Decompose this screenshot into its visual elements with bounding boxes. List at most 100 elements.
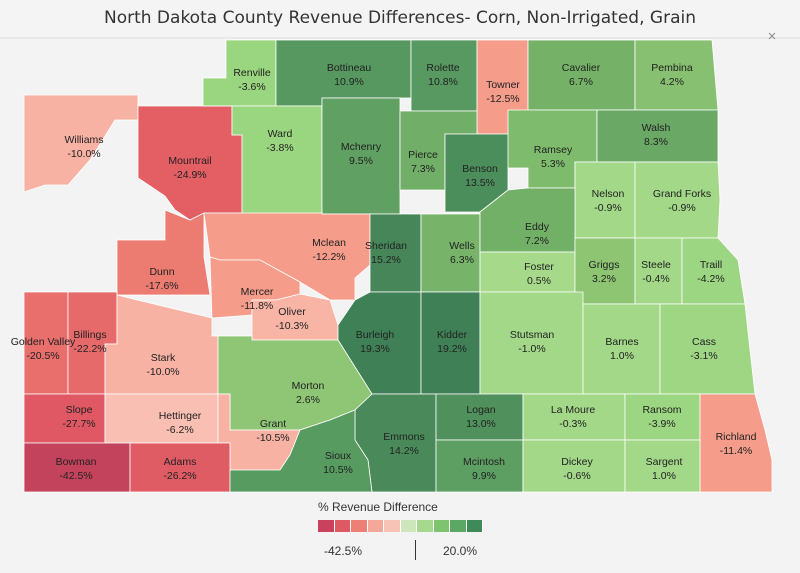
county-name-slope: Slope xyxy=(66,404,93,416)
county-value-burleigh: 19.3% xyxy=(360,343,390,355)
legend-swatch xyxy=(351,520,368,532)
legend-swatch xyxy=(450,520,467,532)
county-value-steele: -0.4% xyxy=(642,273,669,285)
county-name-stark: Stark xyxy=(151,352,176,364)
county-value-foster: 0.5% xyxy=(527,275,551,287)
legend-zero-tick xyxy=(415,540,416,560)
county-value-sargent: 1.0% xyxy=(652,470,676,482)
county-name-morton: Morton xyxy=(292,380,325,392)
county-value-morton: 2.6% xyxy=(296,394,320,406)
county-traill[interactable] xyxy=(681,237,746,305)
county-name-walsh: Walsh xyxy=(642,122,671,134)
county-value-hettinger: -6.2% xyxy=(166,424,193,436)
county-value-emmons: 14.2% xyxy=(389,445,419,457)
county-name-griggs: Griggs xyxy=(589,259,620,271)
legend-swatch xyxy=(417,520,434,532)
county-name-mchenry: Mchenry xyxy=(341,141,382,153)
county-value-nelson: -0.9% xyxy=(594,202,621,214)
legend-swatch xyxy=(367,520,384,532)
county-value-mcintosh: 9.9% xyxy=(472,470,496,482)
county-value-eddy: 7.2% xyxy=(525,235,549,247)
county-name-logan: Logan xyxy=(466,404,495,416)
county-name-ransom: Ransom xyxy=(642,404,681,416)
county-barnes[interactable] xyxy=(582,303,661,395)
county-name-grant: Grant xyxy=(260,418,286,430)
county-value-richland: -11.4% xyxy=(720,445,753,457)
county-pembina[interactable] xyxy=(634,39,719,111)
county-name-kidder: Kidder xyxy=(437,329,468,341)
collapse-icon[interactable] xyxy=(768,32,776,40)
county-sheridan[interactable] xyxy=(369,213,422,293)
county-value-oliver: -10.3% xyxy=(275,320,308,332)
county-name-cavalier: Cavalier xyxy=(562,62,601,74)
county-name-sheridan: Sheridan xyxy=(365,240,407,252)
county-wells[interactable] xyxy=(420,213,481,293)
county-name-pembina: Pembina xyxy=(651,62,693,74)
county-value-billings: -22.2% xyxy=(73,343,106,355)
legend-title: % Revenue Difference xyxy=(318,500,438,514)
color-legend: % Revenue Difference -42.5% 20.0% xyxy=(318,500,483,560)
county-name-ward: Ward xyxy=(268,128,293,140)
county-name-mountrail: Mountrail xyxy=(168,155,211,167)
county-value-golden-valley: -20.5% xyxy=(26,350,59,362)
county-value-mountrail: -24.9% xyxy=(173,169,206,181)
county-williams[interactable] xyxy=(23,94,139,193)
county-name-eddy: Eddy xyxy=(525,221,550,233)
county-name-billings: Billings xyxy=(73,329,106,341)
county-name-grand-forks: Grand Forks xyxy=(653,188,711,200)
county-value-slope: -27.7% xyxy=(62,418,95,430)
county-stark[interactable] xyxy=(104,294,219,395)
legend-swatch xyxy=(400,520,417,532)
county-logan[interactable] xyxy=(435,393,524,441)
county-name-bottineau: Bottineau xyxy=(327,62,372,74)
county-name-sioux: Sioux xyxy=(325,450,352,462)
county-name-steele: Steele xyxy=(641,259,671,271)
county-la-moure[interactable] xyxy=(522,393,626,441)
county-name-williams: Williams xyxy=(64,134,103,146)
county-name-dickey: Dickey xyxy=(561,456,593,468)
county-value-dunn: -17.6% xyxy=(145,280,178,292)
legend-min: -42.5% xyxy=(324,544,363,558)
map-title: North Dakota County Revenue Differences-… xyxy=(103,8,696,28)
county-value-griggs: 3.2% xyxy=(592,273,616,285)
county-richland[interactable] xyxy=(699,393,773,493)
county-value-ward: -3.8% xyxy=(266,142,293,154)
county-nelson[interactable] xyxy=(574,161,636,239)
county-sioux[interactable] xyxy=(229,409,373,493)
county-value-barnes: 1.0% xyxy=(610,350,634,362)
county-name-traill: Traill xyxy=(700,259,722,271)
county-name-benson: Benson xyxy=(462,163,498,175)
county-value-benson: 13.5% xyxy=(465,177,495,189)
county-cavalier[interactable] xyxy=(527,39,636,111)
county-value-pierce: 7.3% xyxy=(411,163,435,175)
county-name-cass: Cass xyxy=(692,336,716,348)
county-value-towner: -12.5% xyxy=(486,93,519,105)
county-name-bowman: Bowman xyxy=(56,456,97,468)
legend-color-bar xyxy=(318,520,483,532)
county-name-oliver: Oliver xyxy=(278,306,306,318)
county-griggs[interactable] xyxy=(574,237,636,305)
county-value-pembina: 4.2% xyxy=(660,76,684,88)
county-name-emmons: Emmons xyxy=(383,431,424,443)
county-value-mclean: -12.2% xyxy=(312,251,345,263)
county-name-richland: Richland xyxy=(716,431,757,443)
county-name-hettinger: Hettinger xyxy=(159,410,202,422)
county-ransom[interactable] xyxy=(624,393,701,441)
county-name-towner: Towner xyxy=(486,79,520,91)
county-value-grand-forks: -0.9% xyxy=(668,202,695,214)
county-cass[interactable] xyxy=(659,303,756,395)
legend-swatch xyxy=(318,520,335,532)
county-steele[interactable] xyxy=(634,237,683,305)
county-name-nelson: Nelson xyxy=(592,188,625,200)
county-value-ramsey: 5.3% xyxy=(541,158,565,170)
county-sargent[interactable] xyxy=(624,439,701,493)
county-name-ramsey: Ramsey xyxy=(534,144,573,156)
county-grand-forks[interactable] xyxy=(634,161,721,239)
county-value-bottineau: 10.9% xyxy=(334,76,364,88)
legend-swatch xyxy=(384,520,401,532)
county-value-cavalier: 6.7% xyxy=(569,76,593,88)
county-name-burleigh: Burleigh xyxy=(356,329,395,341)
county-value-kidder: 19.2% xyxy=(437,343,467,355)
county-name-sargent: Sargent xyxy=(646,456,683,468)
